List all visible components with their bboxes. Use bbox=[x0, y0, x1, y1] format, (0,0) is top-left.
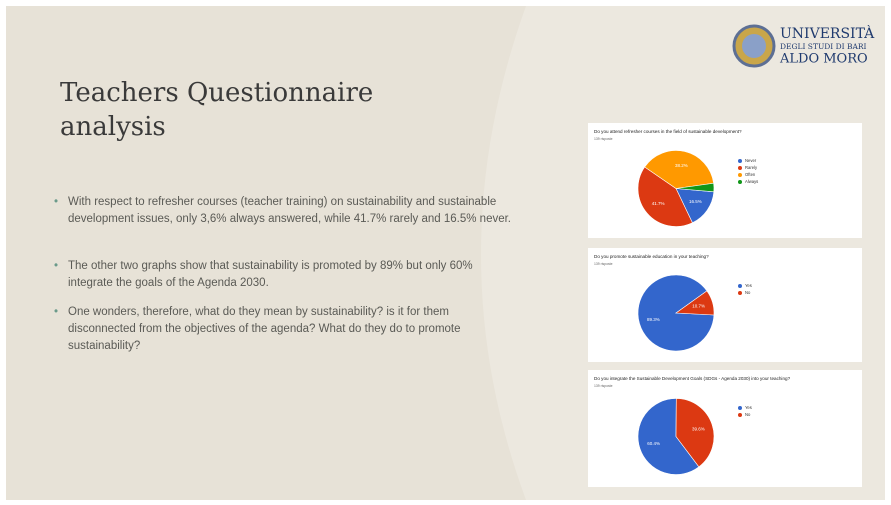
legend-swatch bbox=[738, 284, 742, 288]
legend-label: No bbox=[745, 290, 751, 295]
pie-slice bbox=[675, 398, 715, 468]
slice-label: 41.7% bbox=[652, 201, 665, 206]
pie-slice bbox=[675, 290, 715, 316]
bullet: The other two graphs show that sustainab… bbox=[54, 258, 518, 292]
legend-swatch bbox=[738, 166, 742, 170]
chart-subtitle: 139 risposte bbox=[594, 262, 613, 266]
chart-subtitle: 139 risposte bbox=[594, 384, 613, 388]
legend-swatch bbox=[738, 413, 742, 417]
chart-card bbox=[588, 370, 862, 487]
legend-label: Rarely bbox=[745, 165, 758, 170]
chart-card bbox=[588, 248, 862, 362]
slice-label: 60.4% bbox=[647, 441, 660, 446]
logo: UNIVERSITÀ DEGLI STUDI DI BARI ALDO MORO bbox=[732, 24, 875, 68]
chart-card bbox=[588, 123, 862, 238]
chart-title: Do you promote sustainable education in … bbox=[594, 254, 709, 259]
legend-swatch bbox=[738, 291, 742, 295]
chart-subtitle: 139 risposte bbox=[594, 137, 613, 141]
legend-label: Yes bbox=[745, 283, 752, 288]
legend-label: Often bbox=[745, 172, 756, 177]
slice-label: 16.5% bbox=[689, 199, 702, 204]
bullet: With respect to refresher courses (teach… bbox=[54, 194, 518, 228]
pie-slice bbox=[637, 398, 700, 475]
logo-text: UNIVERSITÀ bbox=[780, 24, 875, 42]
legend-swatch bbox=[738, 173, 742, 177]
chart-title: Do you attend refresher courses in the f… bbox=[594, 129, 742, 134]
logo-text: DEGLI STUDI DI BARI bbox=[780, 42, 867, 51]
pie-slice bbox=[675, 182, 715, 193]
bullet: One wonders, therefore, what do they mea… bbox=[54, 304, 518, 355]
pie-slice bbox=[644, 150, 714, 189]
logo-seal-inner bbox=[742, 34, 766, 58]
slice-label: 89.3% bbox=[647, 317, 660, 322]
slice-label: 10.7% bbox=[692, 304, 705, 309]
legend-swatch bbox=[738, 159, 742, 163]
legend-label: Yes bbox=[745, 405, 752, 410]
charts: Do you attend refresher courses in the f… bbox=[588, 123, 862, 487]
bullet-list: With respect to refresher courses (teach… bbox=[52, 194, 518, 367]
logo-text: ALDO MORO bbox=[779, 52, 868, 67]
slice-label: 38.2% bbox=[675, 163, 688, 168]
legend-swatch bbox=[738, 406, 742, 410]
slide: Teachers Questionnaire analysis With res… bbox=[6, 6, 885, 500]
chart-title: Do you integrate the Sustainable Develop… bbox=[594, 376, 791, 381]
slide-title: Teachers Questionnaire analysis bbox=[60, 78, 374, 142]
legend-swatch bbox=[738, 180, 742, 184]
pie-slice bbox=[637, 166, 693, 227]
slice-label: 39.6% bbox=[692, 426, 705, 431]
legend-label: Always bbox=[745, 179, 758, 184]
legend-label: Never bbox=[745, 158, 757, 163]
legend-label: No bbox=[745, 412, 751, 417]
